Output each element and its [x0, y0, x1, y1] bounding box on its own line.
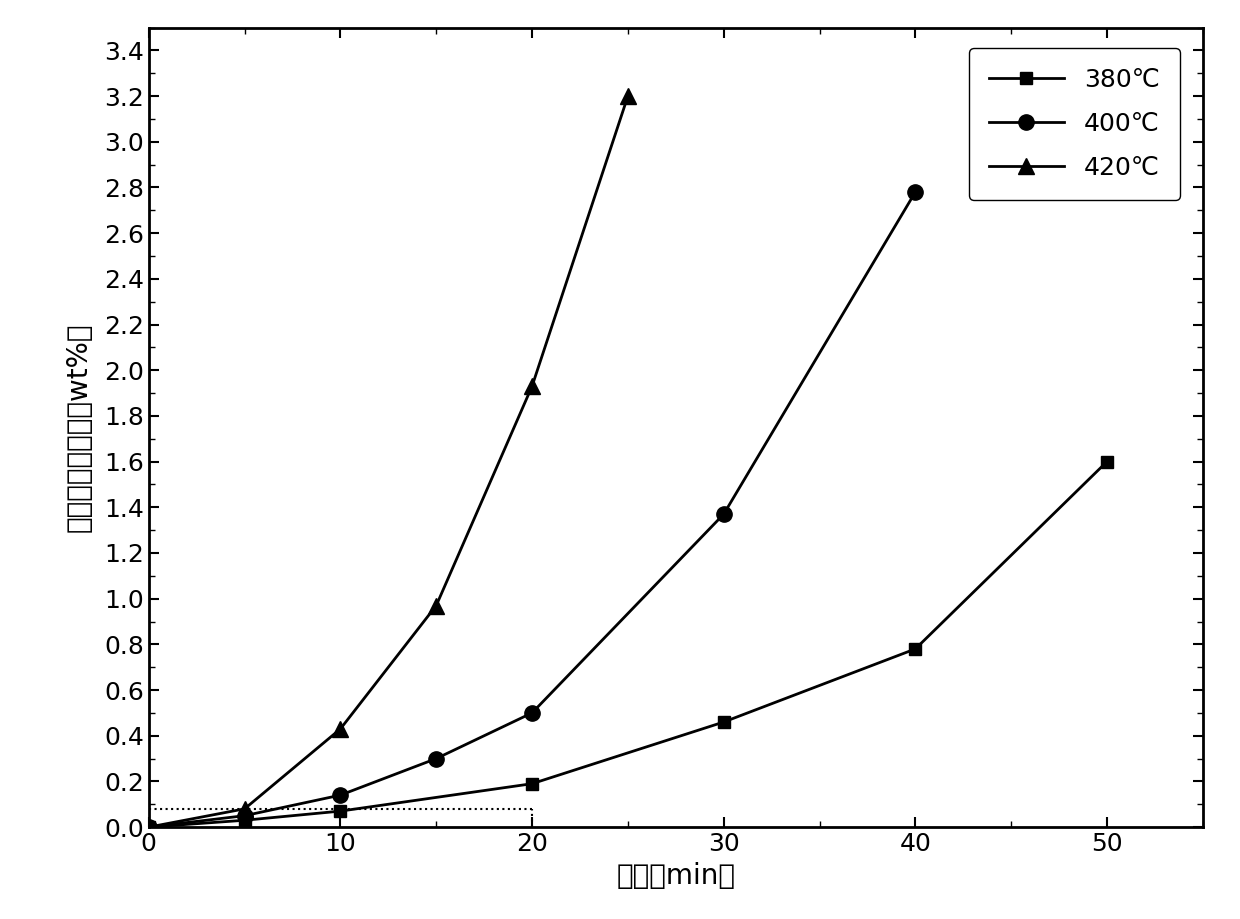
- 400℃: [429, 753, 444, 764]
- 380℃: [237, 815, 252, 826]
- Line: 380℃: 380℃: [143, 455, 1114, 834]
- Line: 420℃: 420℃: [141, 88, 636, 834]
- Y-axis label: 甲苯不溶物增量（wt%）: 甲苯不溶物增量（wt%）: [64, 323, 93, 532]
- 380℃: [1100, 456, 1115, 467]
- 380℃: [334, 806, 348, 817]
- 380℃: [717, 717, 732, 728]
- 400℃: [717, 508, 732, 519]
- 380℃: [525, 778, 539, 789]
- X-axis label: 时间（min）: 时间（min）: [616, 861, 735, 890]
- 420℃: [334, 723, 348, 734]
- 400℃: [525, 708, 539, 719]
- 420℃: [141, 822, 156, 833]
- Legend: 380℃, 400℃, 420℃: 380℃, 400℃, 420℃: [968, 48, 1179, 200]
- Line: 400℃: 400℃: [141, 185, 923, 834]
- 380℃: [908, 643, 923, 654]
- 400℃: [141, 822, 156, 833]
- 420℃: [620, 91, 635, 102]
- 400℃: [237, 811, 252, 822]
- 400℃: [334, 789, 348, 800]
- 420℃: [237, 803, 252, 814]
- 380℃: [141, 822, 156, 833]
- 420℃: [525, 380, 539, 391]
- 420℃: [429, 600, 444, 611]
- 400℃: [908, 187, 923, 198]
